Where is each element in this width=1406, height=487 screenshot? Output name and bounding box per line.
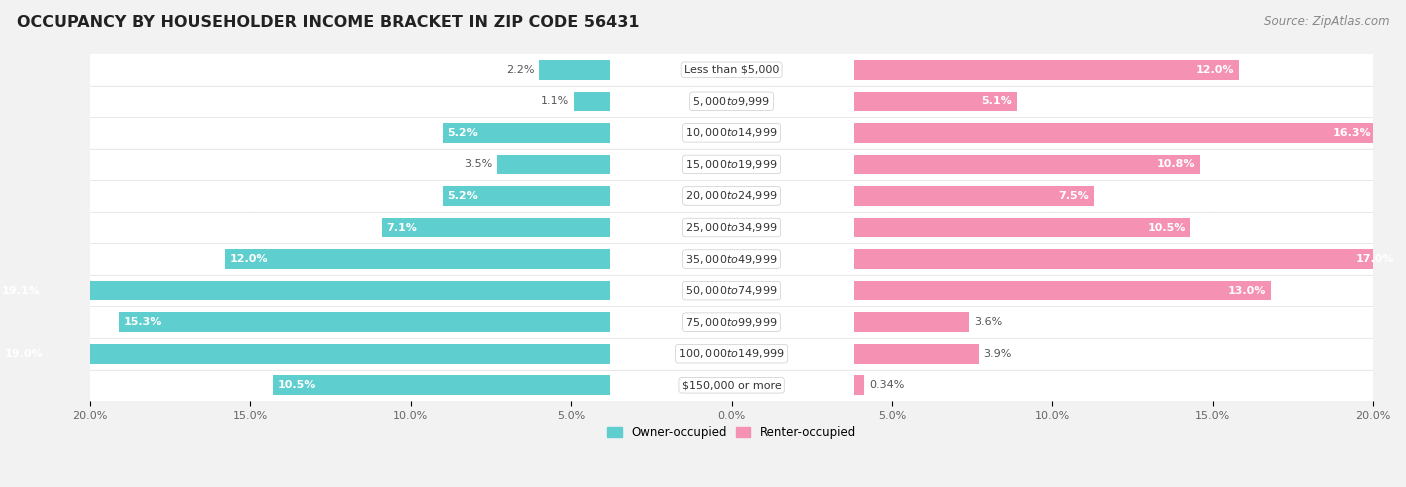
- Bar: [225, 249, 610, 269]
- Bar: [853, 154, 1201, 174]
- FancyBboxPatch shape: [89, 275, 1375, 306]
- Bar: [853, 375, 865, 395]
- Text: 5.2%: 5.2%: [447, 191, 478, 201]
- Bar: [443, 123, 610, 143]
- Bar: [853, 60, 1239, 79]
- Text: 3.5%: 3.5%: [464, 159, 492, 169]
- Text: 13.0%: 13.0%: [1227, 285, 1265, 296]
- Text: $5,000 to $9,999: $5,000 to $9,999: [692, 95, 770, 108]
- Bar: [853, 344, 979, 363]
- Text: $100,000 to $149,999: $100,000 to $149,999: [678, 347, 785, 360]
- Bar: [498, 154, 610, 174]
- Text: Source: ZipAtlas.com: Source: ZipAtlas.com: [1264, 15, 1389, 28]
- Bar: [853, 186, 1094, 206]
- FancyBboxPatch shape: [89, 212, 1375, 244]
- Text: 5.2%: 5.2%: [447, 128, 478, 138]
- Text: $50,000 to $74,999: $50,000 to $74,999: [685, 284, 778, 297]
- Text: $150,000 or more: $150,000 or more: [682, 380, 782, 390]
- Bar: [118, 312, 610, 332]
- Text: 3.9%: 3.9%: [983, 349, 1012, 359]
- FancyBboxPatch shape: [89, 338, 1375, 370]
- Text: $20,000 to $24,999: $20,000 to $24,999: [685, 189, 778, 203]
- Text: 1.1%: 1.1%: [541, 96, 569, 106]
- Text: 15.3%: 15.3%: [124, 317, 162, 327]
- Text: 0.34%: 0.34%: [869, 380, 904, 390]
- Text: 2.2%: 2.2%: [506, 65, 534, 75]
- Text: 3.6%: 3.6%: [974, 317, 1002, 327]
- Text: 7.1%: 7.1%: [387, 223, 418, 232]
- Bar: [853, 123, 1376, 143]
- Text: $35,000 to $49,999: $35,000 to $49,999: [685, 253, 778, 265]
- Bar: [853, 249, 1399, 269]
- Text: 19.0%: 19.0%: [4, 349, 44, 359]
- Bar: [575, 92, 610, 111]
- Text: Less than $5,000: Less than $5,000: [683, 65, 779, 75]
- FancyBboxPatch shape: [89, 370, 1375, 401]
- FancyBboxPatch shape: [89, 149, 1375, 180]
- Bar: [382, 218, 610, 237]
- Bar: [853, 218, 1191, 237]
- Bar: [0, 344, 610, 363]
- Bar: [443, 186, 610, 206]
- Text: $15,000 to $19,999: $15,000 to $19,999: [685, 158, 778, 171]
- FancyBboxPatch shape: [89, 86, 1375, 117]
- Legend: Owner-occupied, Renter-occupied: Owner-occupied, Renter-occupied: [603, 421, 860, 444]
- Bar: [853, 92, 1017, 111]
- Text: $75,000 to $99,999: $75,000 to $99,999: [685, 316, 778, 329]
- Bar: [273, 375, 610, 395]
- FancyBboxPatch shape: [89, 180, 1375, 212]
- Text: 12.0%: 12.0%: [1195, 65, 1233, 75]
- Text: OCCUPANCY BY HOUSEHOLDER INCOME BRACKET IN ZIP CODE 56431: OCCUPANCY BY HOUSEHOLDER INCOME BRACKET …: [17, 15, 640, 30]
- FancyBboxPatch shape: [89, 244, 1375, 275]
- Text: 10.5%: 10.5%: [277, 380, 316, 390]
- Bar: [853, 281, 1271, 300]
- Text: 16.3%: 16.3%: [1333, 128, 1372, 138]
- Text: 5.1%: 5.1%: [981, 96, 1012, 106]
- Bar: [853, 312, 969, 332]
- Text: 12.0%: 12.0%: [229, 254, 269, 264]
- Text: 10.8%: 10.8%: [1157, 159, 1195, 169]
- Text: 17.0%: 17.0%: [1355, 254, 1395, 264]
- FancyBboxPatch shape: [89, 306, 1375, 338]
- Bar: [538, 60, 610, 79]
- Text: $10,000 to $14,999: $10,000 to $14,999: [685, 126, 778, 139]
- Text: 10.5%: 10.5%: [1147, 223, 1185, 232]
- FancyBboxPatch shape: [89, 54, 1375, 86]
- Text: $25,000 to $34,999: $25,000 to $34,999: [685, 221, 778, 234]
- Bar: [0, 281, 610, 300]
- Text: 7.5%: 7.5%: [1059, 191, 1090, 201]
- FancyBboxPatch shape: [89, 117, 1375, 149]
- Text: 19.1%: 19.1%: [1, 285, 41, 296]
